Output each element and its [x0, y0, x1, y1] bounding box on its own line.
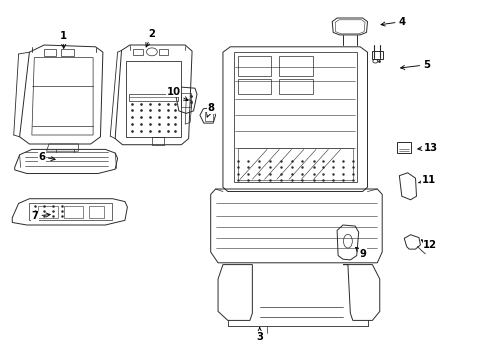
Text: 9: 9	[356, 247, 366, 259]
Bar	[61, 49, 74, 56]
Bar	[181, 93, 191, 107]
Text: 4: 4	[381, 17, 405, 27]
Bar	[372, 51, 383, 59]
Bar	[397, 142, 411, 153]
Bar	[152, 137, 164, 145]
Bar	[44, 49, 56, 56]
Bar	[133, 49, 143, 55]
Text: 8: 8	[207, 103, 214, 117]
Bar	[38, 206, 58, 218]
Text: 10: 10	[167, 87, 188, 100]
Bar	[279, 56, 313, 76]
Text: 11: 11	[418, 175, 436, 185]
Text: 7: 7	[32, 211, 50, 221]
Text: 2: 2	[146, 29, 155, 47]
Bar	[159, 49, 168, 55]
Bar	[234, 52, 357, 182]
Bar	[29, 203, 112, 220]
Text: 13: 13	[418, 143, 438, 153]
Bar	[64, 206, 83, 218]
Bar	[126, 61, 181, 137]
Text: 3: 3	[256, 328, 263, 342]
Bar	[205, 112, 213, 121]
Text: 12: 12	[421, 240, 437, 250]
Bar	[238, 148, 353, 180]
Text: 1: 1	[60, 31, 67, 48]
Bar	[279, 79, 313, 94]
Bar	[89, 206, 104, 218]
Text: 5: 5	[401, 60, 430, 70]
Bar	[129, 94, 178, 101]
Text: 6: 6	[38, 152, 55, 162]
Bar	[238, 79, 271, 94]
Bar	[238, 56, 271, 76]
